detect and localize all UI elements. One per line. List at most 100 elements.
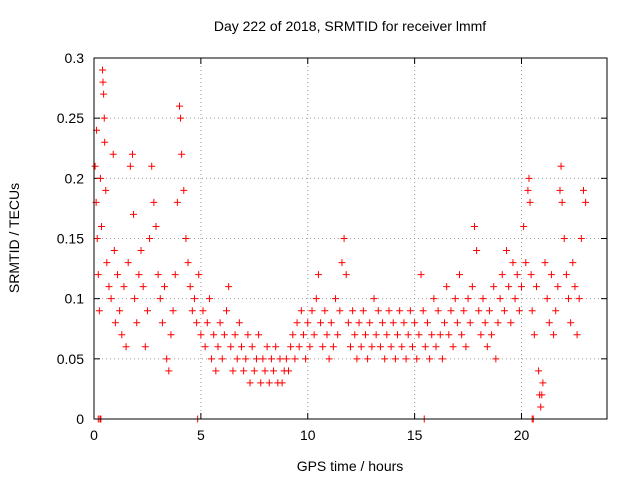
data-point <box>374 307 382 315</box>
data-point <box>244 331 252 339</box>
data-point <box>133 319 141 327</box>
data-point <box>473 247 481 255</box>
data-point <box>128 150 136 158</box>
data-point <box>470 222 478 230</box>
data-point <box>163 355 171 363</box>
data-point <box>276 355 284 363</box>
y-tick-label: 0.05 <box>57 351 84 367</box>
data-point <box>263 343 271 351</box>
data-point <box>475 307 483 315</box>
data-point <box>372 331 380 339</box>
data-point <box>447 307 455 315</box>
plot-frame <box>93 57 608 420</box>
data-point <box>522 259 530 267</box>
data-point <box>178 150 186 158</box>
y-tick-label: 0.25 <box>57 110 84 126</box>
data-point <box>361 331 369 339</box>
y-tick-label: 0.1 <box>65 291 85 307</box>
data-point <box>143 307 151 315</box>
y-tick-label: 0.2 <box>65 170 85 186</box>
data-point <box>282 355 290 363</box>
data-point <box>505 283 513 291</box>
data-point <box>325 355 333 363</box>
data-point <box>565 295 573 303</box>
data-point <box>291 355 299 363</box>
data-point <box>205 295 213 303</box>
data-point <box>190 295 198 303</box>
x-axis-label: GPS time / hours <box>297 458 404 474</box>
data-point <box>513 271 521 279</box>
data-point <box>543 295 551 303</box>
data-point <box>302 355 310 363</box>
data-point <box>299 331 307 339</box>
data-point <box>131 295 139 303</box>
data-point <box>575 295 583 303</box>
data-point <box>492 355 500 363</box>
data-point <box>503 247 511 255</box>
data-point <box>130 210 138 218</box>
data-point <box>188 307 196 315</box>
data-point <box>445 331 453 339</box>
data-point <box>389 319 397 327</box>
data-point <box>456 271 464 279</box>
data-point <box>332 295 340 303</box>
data-point <box>146 235 154 242</box>
data-point <box>518 283 525 291</box>
data-point <box>411 319 419 327</box>
y-ticks: 0 0.05 0.1 0.15 0.2 0.25 0.3 <box>57 50 607 427</box>
data-point <box>195 271 203 279</box>
data-point <box>485 307 493 315</box>
data-point <box>426 355 434 363</box>
data-point <box>541 259 549 267</box>
data-point <box>240 367 248 375</box>
data-point <box>338 259 346 267</box>
data-point <box>376 343 384 351</box>
data-point <box>154 271 162 279</box>
data-point <box>177 114 185 122</box>
data-point <box>355 319 363 327</box>
data-point <box>94 271 102 279</box>
x-tick-label: 0 <box>90 427 98 443</box>
data-point <box>556 186 564 194</box>
data-point <box>304 319 312 327</box>
data-point <box>214 343 222 351</box>
data-point <box>396 307 404 315</box>
data-point <box>184 259 192 267</box>
data-point <box>93 235 101 242</box>
data-point <box>406 307 414 315</box>
data-point <box>103 259 111 267</box>
data-point <box>176 102 183 110</box>
data-point <box>208 355 216 363</box>
data-point <box>120 283 128 291</box>
data-point <box>122 343 130 351</box>
data-point <box>488 331 496 339</box>
data-point <box>496 295 504 303</box>
data-point <box>509 259 517 267</box>
data-point <box>334 331 342 339</box>
data-point <box>111 319 119 327</box>
data-point <box>197 331 205 339</box>
data-point <box>297 307 305 315</box>
data-point <box>579 186 587 194</box>
data-point <box>218 355 226 363</box>
data-point <box>100 90 108 98</box>
data-point <box>428 331 436 339</box>
data-point <box>210 331 218 339</box>
data-point <box>347 343 354 351</box>
data-point <box>567 319 575 327</box>
data-point <box>150 198 158 206</box>
x-tick-label: 5 <box>197 427 205 443</box>
data-point <box>500 307 508 315</box>
data-point <box>398 343 406 351</box>
data-point <box>323 331 331 339</box>
data-point <box>532 283 540 291</box>
data-point <box>107 295 115 303</box>
data-point <box>295 343 303 351</box>
data-point <box>498 271 506 279</box>
data-point <box>443 283 451 291</box>
data-point <box>554 283 562 291</box>
data-point <box>359 307 367 315</box>
data-point <box>246 379 254 387</box>
data-point <box>265 379 273 387</box>
